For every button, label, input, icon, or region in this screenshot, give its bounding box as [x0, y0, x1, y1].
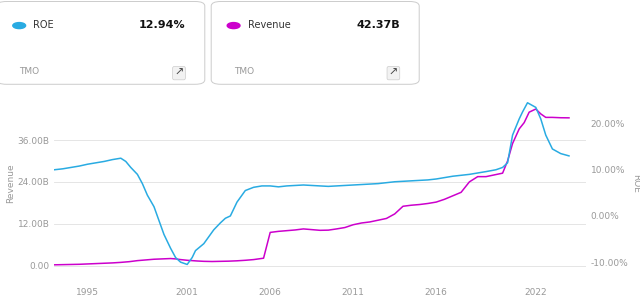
Text: 42.37B: 42.37B	[356, 20, 400, 30]
Text: TMO: TMO	[234, 67, 253, 76]
Text: ↗: ↗	[174, 68, 184, 78]
Y-axis label: Revenue: Revenue	[6, 164, 15, 203]
Text: ROE: ROE	[33, 20, 54, 30]
Y-axis label: ROE: ROE	[631, 174, 640, 193]
Text: TMO: TMO	[19, 67, 39, 76]
Text: Revenue: Revenue	[248, 20, 291, 30]
Text: ↗: ↗	[388, 68, 398, 78]
Text: 12.94%: 12.94%	[139, 20, 186, 30]
